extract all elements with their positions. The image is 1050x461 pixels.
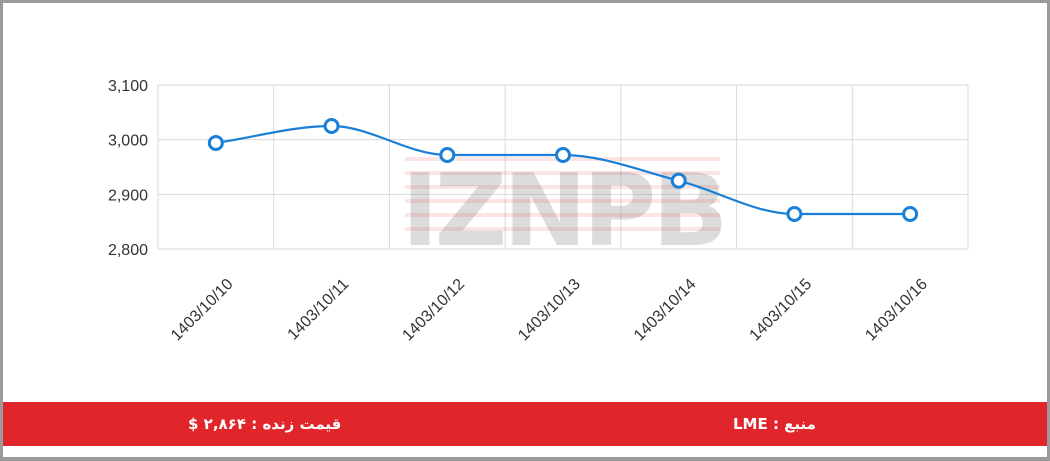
watermark-stripe <box>405 213 720 217</box>
data-point[interactable] <box>902 206 919 223</box>
data-points <box>207 118 919 223</box>
y-tick-label: 3,100 <box>108 78 148 95</box>
x-tick-label: 1403/10/11 <box>285 276 353 344</box>
x-tick-label: 1403/10/14 <box>631 276 700 345</box>
x-tick-label: 1403/10/10 <box>168 276 237 345</box>
x-tick-label: 1403/10/12 <box>399 276 468 345</box>
x-tick-label: 1403/10/13 <box>515 276 584 345</box>
data-point[interactable] <box>786 206 803 223</box>
x-tick-label: 1403/10/15 <box>747 276 816 345</box>
y-tick-label: 3,000 <box>108 133 148 150</box>
chart-card: IZNPB 2,800 2,900 3,000 3,100 1403/10/10 140… <box>3 3 1047 457</box>
watermark-stripe <box>405 171 720 175</box>
grid-lines <box>157 84 969 250</box>
watermark-stripe <box>405 227 720 231</box>
bottom-strip <box>3 446 1047 457</box>
data-point[interactable] <box>670 172 687 189</box>
y-tick-label: 2,900 <box>108 187 148 204</box>
live-price-label: قیمت زنده : ۲,۸۶۴ $ <box>188 415 342 433</box>
source-label: منبع : LME <box>733 415 816 433</box>
data-point[interactable] <box>323 118 340 134</box>
watermark-stripe <box>405 199 720 203</box>
y-tick-label: 2,800 <box>108 242 148 259</box>
data-point[interactable] <box>555 146 571 163</box>
watermark-logo: IZNPB <box>402 152 729 269</box>
x-tick-label: 1403/10/16 <box>862 276 931 345</box>
data-point[interactable] <box>439 146 456 163</box>
watermark-text: IZNPB <box>402 152 725 269</box>
watermark-stripe <box>405 185 720 189</box>
x-axis-ticks: 1403/10/10 1403/10/11 1403/10/12 1403/10/13… <box>168 276 931 345</box>
data-point[interactable] <box>207 134 224 151</box>
y-axis-ticks: 2,800 2,900 3,000 3,100 <box>108 78 148 259</box>
price-footer-bar: قیمت زنده : ۲,۸۶۴ $ منبع : LME <box>3 402 1047 446</box>
